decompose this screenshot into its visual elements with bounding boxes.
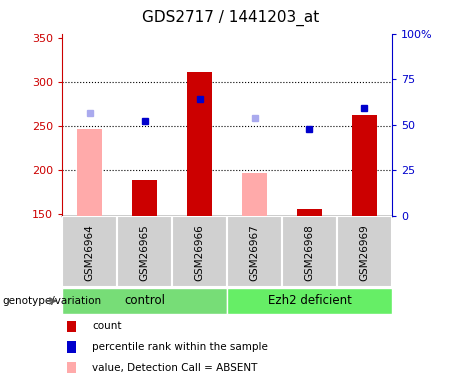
Text: GSM26967: GSM26967 <box>249 224 260 281</box>
Text: percentile rank within the sample: percentile rank within the sample <box>92 342 268 352</box>
Bar <box>242 172 267 216</box>
Bar <box>227 216 282 287</box>
Text: GDS2717 / 1441203_at: GDS2717 / 1441203_at <box>142 9 319 26</box>
Bar <box>352 116 377 216</box>
Bar <box>337 216 392 287</box>
Text: GSM26968: GSM26968 <box>304 224 314 281</box>
Bar <box>187 72 212 216</box>
Bar <box>282 216 337 287</box>
Bar <box>227 288 392 314</box>
Text: GSM26964: GSM26964 <box>85 224 95 281</box>
Text: GSM26966: GSM26966 <box>195 224 205 281</box>
Text: control: control <box>124 294 165 307</box>
Text: value, Detection Call = ABSENT: value, Detection Call = ABSENT <box>92 363 258 372</box>
Text: count: count <box>92 321 122 331</box>
Bar <box>132 180 157 216</box>
Bar <box>77 129 102 216</box>
Text: Ezh2 deficient: Ezh2 deficient <box>267 294 351 307</box>
Bar <box>172 216 227 287</box>
Bar <box>297 210 322 216</box>
Bar <box>62 216 117 287</box>
Text: GSM26965: GSM26965 <box>140 224 150 281</box>
Bar <box>62 288 227 314</box>
Text: genotype/variation: genotype/variation <box>2 296 101 306</box>
Bar <box>117 216 172 287</box>
Text: GSM26969: GSM26969 <box>360 224 369 281</box>
